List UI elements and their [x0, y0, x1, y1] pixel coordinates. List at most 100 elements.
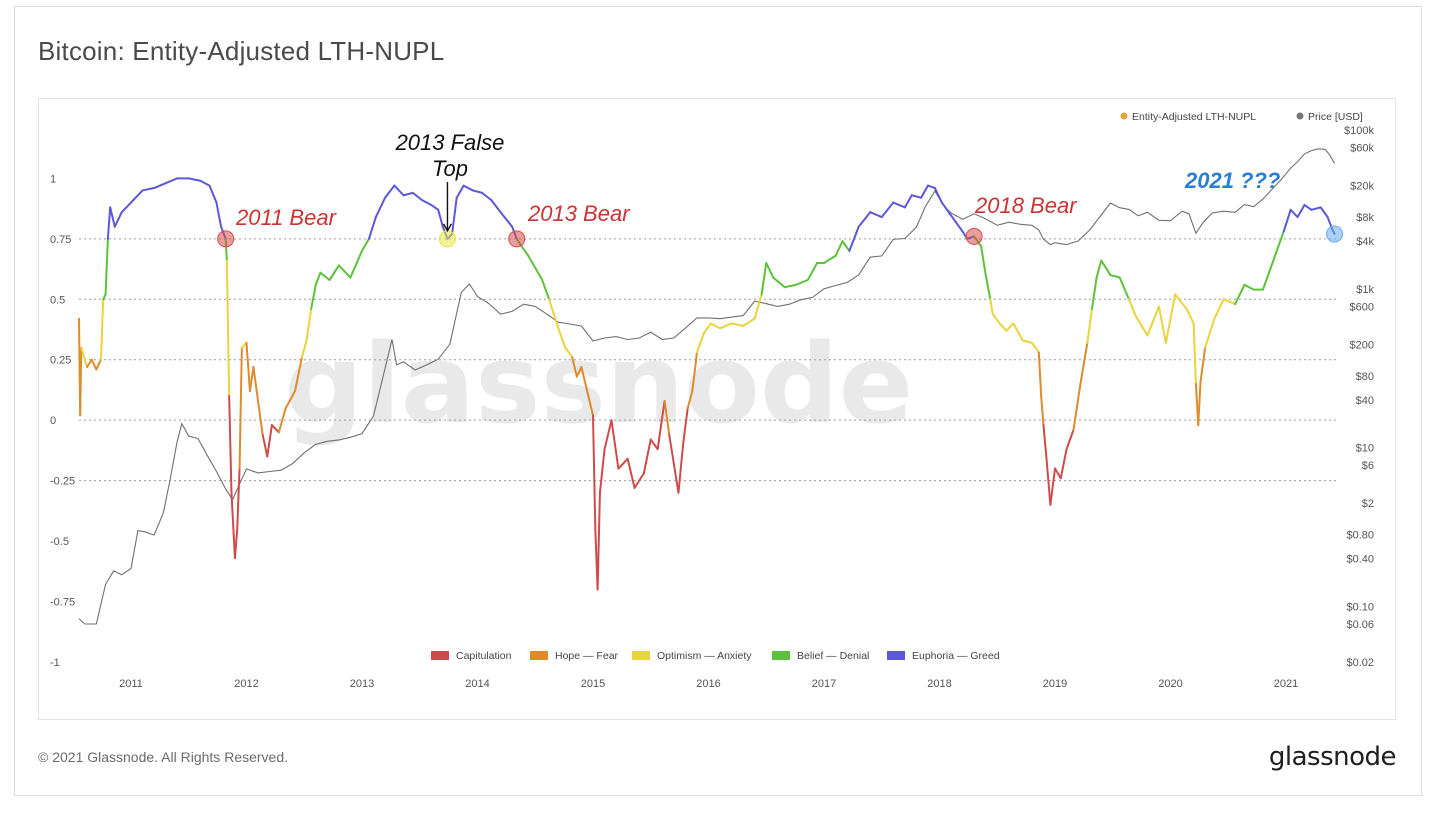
- nupl-segment: [980, 245, 987, 277]
- nupl-segment: [208, 184, 218, 204]
- nupl-segment: [106, 206, 112, 240]
- nupl-segment: [760, 262, 768, 296]
- nupl-segment: [575, 365, 583, 378]
- nupl-segment: [153, 182, 167, 190]
- nupl-segment: [1243, 283, 1255, 291]
- x-tick-label: 2021: [1274, 678, 1298, 690]
- nupl-segment: [1037, 351, 1043, 397]
- nupl-segment: [1100, 259, 1112, 277]
- annotation-marker: [508, 230, 526, 248]
- nupl-segment: [284, 390, 296, 410]
- nupl-segment: [991, 312, 1001, 325]
- nupl-segment: [920, 184, 929, 199]
- nupl-segment: [548, 298, 560, 330]
- nupl-segment: [910, 194, 923, 199]
- price-tick-label: $40: [1356, 395, 1374, 407]
- legend-dot: [1120, 112, 1128, 120]
- nupl-segment: [765, 262, 775, 279]
- nupl-segment: [1213, 298, 1225, 320]
- nupl-segment: [374, 196, 387, 219]
- nupl-segment: [823, 254, 837, 264]
- zone-swatch: [772, 651, 790, 660]
- price-tick-label: $0.40: [1346, 554, 1374, 566]
- price-axis: $100k $60k $20k $8k $4k $1k $600 $200 $80 $40 $10 $…: [1344, 125, 1374, 669]
- x-tick-label: 2016: [696, 678, 720, 690]
- price-tick-label: $0.02: [1346, 657, 1374, 669]
- nupl-segment: [1086, 307, 1093, 344]
- nupl-segment: [86, 358, 93, 368]
- nupl-segment: [1127, 298, 1137, 318]
- nupl-segment: [99, 298, 105, 361]
- nupl-segment: [869, 211, 883, 219]
- nupl-segment: [686, 390, 694, 410]
- nupl-segment: [238, 346, 243, 470]
- nupl-segment: [672, 462, 680, 494]
- annotation-arrowhead: [442, 223, 453, 233]
- nupl-segment: [455, 184, 465, 199]
- price-tick-label: $20k: [1350, 181, 1374, 193]
- y-tick-label: -0.75: [50, 597, 75, 609]
- y-tick-label: -0.5: [50, 536, 69, 548]
- nupl-series: [78, 177, 1336, 591]
- price-tick-label: $10: [1356, 443, 1374, 455]
- nupl-segment: [1072, 382, 1082, 431]
- nupl-segment: [534, 266, 544, 281]
- nupl-segment: [270, 424, 280, 434]
- nupl-segment: [120, 201, 132, 214]
- nupl-segment: [499, 211, 514, 228]
- nupl-segment: [541, 278, 551, 301]
- zone-label: Belief — Denial: [797, 650, 869, 662]
- nupl-segment: [261, 433, 269, 458]
- annotation-label: 2013 False: [395, 130, 505, 155]
- x-tick-label: 2012: [234, 678, 258, 690]
- y-tick-label: 0.25: [50, 355, 71, 367]
- nupl-segment: [1282, 208, 1292, 233]
- nupl-segment: [702, 322, 712, 335]
- nupl-segment: [393, 184, 405, 197]
- nupl-segment: [677, 443, 685, 494]
- nupl-segment: [998, 322, 1008, 332]
- glassnode-logo[interactable]: glassnode: [1268, 742, 1397, 772]
- price-tick-label: $1k: [1356, 284, 1374, 296]
- nupl-segment: [772, 276, 786, 289]
- nupl-segment: [527, 254, 537, 269]
- nupl-segment: [490, 199, 502, 214]
- nupl-segment: [462, 184, 474, 192]
- nupl-segment: [1095, 259, 1103, 279]
- nupl-segment: [79, 346, 83, 417]
- nupl-segment: [1118, 276, 1130, 301]
- nupl-segment: [1157, 305, 1167, 344]
- nupl-segment: [141, 187, 156, 192]
- nupl-segment: [663, 399, 671, 436]
- price-tick-label: $8k: [1356, 212, 1374, 224]
- nupl-segment: [557, 327, 567, 349]
- x-tick-label: 2017: [812, 678, 836, 690]
- nupl-segment: [1040, 395, 1045, 427]
- nupl-segment: [571, 356, 578, 378]
- price-tick-label: $600: [1350, 301, 1374, 313]
- nupl-segment: [598, 448, 606, 494]
- nupl-segment: [437, 208, 444, 228]
- nupl-segment: [649, 438, 659, 451]
- nupl-segment: [451, 196, 458, 235]
- nupl-segment: [1222, 298, 1237, 306]
- nupl-segment: [1303, 203, 1313, 211]
- nupl-segment: [300, 339, 308, 359]
- nupl-segment: [709, 322, 722, 330]
- legend-dot: [1296, 112, 1304, 120]
- nupl-segment: [857, 211, 872, 228]
- nupl-segment: [742, 317, 756, 327]
- price-tick-label: $0.06: [1346, 619, 1374, 631]
- nupl-segment: [841, 240, 851, 252]
- nupl-segment: [129, 189, 144, 204]
- nupl-segment: [1090, 276, 1098, 310]
- nupl-segment: [783, 283, 798, 289]
- nupl-segment: [1185, 307, 1195, 325]
- nupl-segment: [402, 191, 414, 197]
- nupl-segment: [113, 211, 123, 228]
- nupl-segment: [314, 271, 322, 286]
- nupl-segment: [95, 358, 102, 371]
- y-tick-label: 1: [50, 173, 56, 185]
- nupl-segment: [1197, 380, 1202, 427]
- nupl-segment: [245, 341, 251, 393]
